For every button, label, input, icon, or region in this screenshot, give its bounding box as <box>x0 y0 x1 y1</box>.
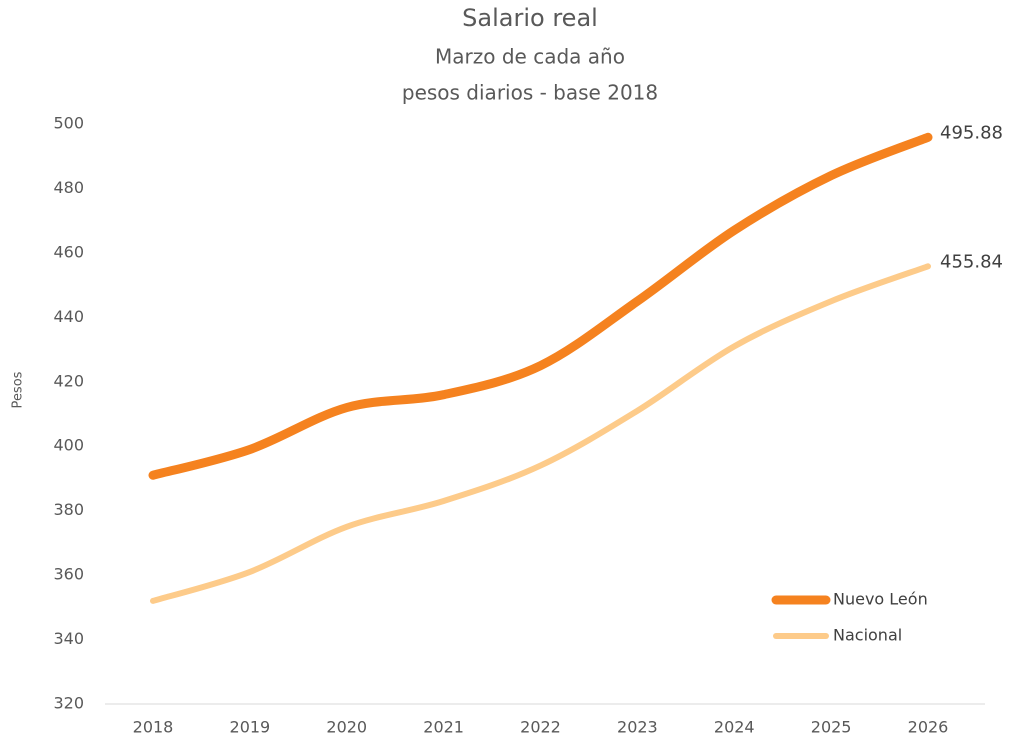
x-tick-label: 2024 <box>714 718 755 737</box>
chart-subtitle: Marzo de cada año <box>435 45 625 69</box>
line-series <box>148 132 933 480</box>
y-tick-label: 460 <box>53 242 84 261</box>
y-tick-label: 400 <box>53 436 84 455</box>
line-series <box>150 263 931 604</box>
x-tick-label: 2019 <box>230 718 271 737</box>
legend-label: Nuevo León <box>833 590 928 609</box>
y-tick-label: 320 <box>53 694 84 713</box>
chart-subtitle: pesos diarios - base 2018 <box>402 81 658 105</box>
x-tick-label: 2023 <box>617 718 658 737</box>
x-tick-label: 2025 <box>811 718 852 737</box>
x-tick-label: 2021 <box>423 718 464 737</box>
y-tick-label: 380 <box>53 500 84 519</box>
x-tick-label: 2018 <box>133 718 174 737</box>
data-label: 455.84 <box>940 251 1003 272</box>
y-tick-label: 340 <box>53 629 84 648</box>
legend-label: Nacional <box>833 626 902 645</box>
y-tick-label: 360 <box>53 565 84 584</box>
y-tick-label: 480 <box>53 178 84 197</box>
x-tick-label: 2020 <box>326 718 367 737</box>
y-axis-label: Pesos <box>11 371 26 408</box>
y-tick-label: 440 <box>53 307 84 326</box>
x-tick-label: 2022 <box>520 718 561 737</box>
data-label: 495.88 <box>940 122 1003 143</box>
chart-title: Salario real <box>462 4 598 32</box>
y-tick-label: 420 <box>53 371 84 390</box>
x-tick-label: 2026 <box>908 718 949 737</box>
y-tick-label: 500 <box>53 114 84 133</box>
